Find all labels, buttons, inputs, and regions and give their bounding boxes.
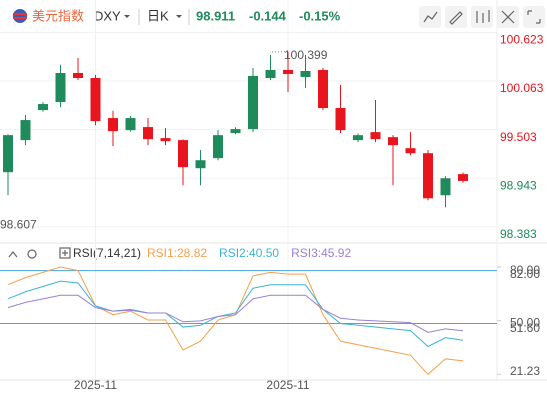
change: -0.144 — [249, 8, 287, 23]
candle-body — [388, 137, 398, 146]
candle-body — [300, 70, 311, 77]
candle-body — [20, 120, 31, 141]
tool-icon — [449, 11, 463, 25]
candle-body — [458, 174, 468, 181]
candle-body — [160, 138, 171, 142]
candle-body — [143, 127, 153, 140]
dropdown-arrow[interactable] — [124, 15, 130, 18]
rsi-line — [7, 280, 464, 348]
candle-body — [248, 75, 258, 130]
instrument-name: 美元指数 — [32, 8, 84, 23]
period[interactable]: 日K — [147, 8, 169, 23]
candle-body — [90, 78, 101, 122]
legend-entry: RSI3:45.92 — [291, 246, 351, 260]
toolbar — [419, 6, 545, 28]
level-label: 80.00 — [510, 263, 540, 277]
candle-body — [353, 135, 363, 141]
rsi-line — [7, 294, 464, 333]
y-tick-label: 98.383 — [500, 227, 537, 241]
candle-body — [178, 140, 188, 168]
flag-stripe — [13, 17, 27, 19]
y-tick-label: 98.943 — [500, 178, 537, 192]
candle-body — [423, 153, 433, 199]
header: 美元指数 DXY 日K 98.911 -0.144 -0.15% — [13, 6, 545, 28]
max-annotation: 100.399 — [284, 48, 328, 62]
candle-body — [318, 69, 328, 109]
candle-body — [440, 178, 451, 196]
legend-entry: RSI2:40.50 — [219, 246, 279, 260]
y-tick-label: 51.60 — [510, 321, 540, 335]
change-percent: -0.15% — [299, 8, 341, 23]
candle-body — [405, 148, 416, 154]
y-tick-label: 21.23 — [510, 364, 540, 378]
tool-icon — [423, 11, 438, 23]
expand-icon[interactable] — [59, 247, 71, 259]
candle-body — [73, 72, 83, 79]
candle-body — [283, 69, 293, 74]
y-tick-label: 82.00 — [510, 267, 540, 281]
tool-icon — [476, 10, 490, 23]
symbol[interactable]: DXY — [94, 8, 121, 23]
rsi-header: RSI(7,14,21) — [8, 246, 141, 260]
y-tick-label: 99.503 — [500, 130, 537, 144]
candle-body — [370, 132, 381, 140]
flag-icon — [13, 9, 27, 23]
tool-button[interactable] — [445, 6, 467, 28]
min-annotation: 98.607 — [0, 217, 37, 231]
candle-body — [213, 135, 223, 159]
candle-body — [265, 69, 276, 79]
tool-icon — [501, 10, 515, 24]
tool-button[interactable] — [523, 6, 545, 28]
level-label: 50.00 — [510, 316, 540, 330]
flag-stripe — [13, 13, 27, 15]
candle-body — [55, 72, 66, 103]
candle-body — [230, 129, 241, 134]
collapse-icon[interactable] — [8, 251, 18, 258]
price: 98.911 — [196, 8, 235, 23]
candle-body — [335, 108, 346, 131]
dropdown-arrow[interactable] — [176, 15, 182, 18]
x-tick-label: 2025-11 — [74, 378, 117, 392]
x-tick-label: 2025-11 — [266, 378, 309, 392]
candle-body — [38, 104, 48, 111]
y-tick-label: 100.063 — [500, 81, 544, 95]
expand-icon-plus — [62, 250, 68, 256]
indicator-title: RSI(7,14,21) — [73, 246, 141, 260]
candle-body — [3, 135, 13, 173]
y-tick-label: 100.623 — [500, 33, 544, 47]
candle-body — [125, 118, 136, 131]
candle-body — [195, 160, 206, 169]
tool-icon — [527, 10, 541, 24]
tool-button[interactable] — [471, 6, 493, 28]
candle-body — [108, 118, 118, 132]
settings-icon[interactable] — [27, 249, 37, 259]
legend-entry: RSI1:28.82 — [147, 246, 207, 260]
